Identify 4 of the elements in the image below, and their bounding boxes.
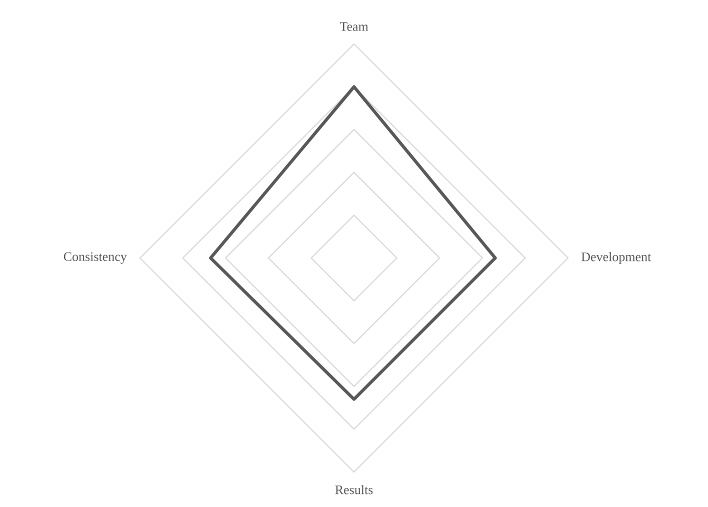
spoke-label: Results (335, 485, 373, 494)
spoke-label: Development (581, 252, 652, 264)
spoke-label: Consistency (64, 252, 127, 264)
spoke-label: Team (340, 22, 368, 31)
